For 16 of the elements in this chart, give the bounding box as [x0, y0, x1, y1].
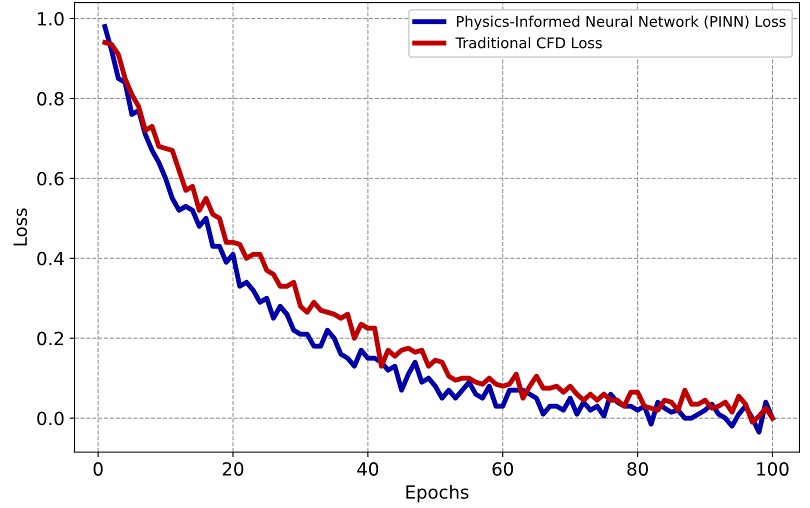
x-tick-label: 60	[492, 462, 514, 476]
y-tick-label: 0.2	[37, 332, 63, 346]
legend-label: Physics-Informed Neural Network (PINN) Loss	[456, 16, 786, 30]
x-tick-label: 80	[627, 462, 648, 476]
x-axis-title: Epochs	[406, 484, 468, 502]
x-tick-label: 100	[757, 462, 789, 476]
x-tick-label: 20	[222, 462, 244, 476]
x-tick-label: 0	[94, 462, 103, 476]
y-tick-label: 1.0	[38, 12, 64, 26]
y-tick-label: 0.4	[37, 252, 64, 266]
y-tick-label: 0.8	[37, 92, 64, 106]
x-tick-label: 40	[357, 462, 378, 476]
y-axis-title: Loss	[14, 208, 28, 246]
y-tick-label: 0.0	[37, 412, 64, 426]
legend-label: Traditional CFD Loss	[456, 37, 602, 48]
y-tick-label: 0.6	[37, 172, 64, 186]
